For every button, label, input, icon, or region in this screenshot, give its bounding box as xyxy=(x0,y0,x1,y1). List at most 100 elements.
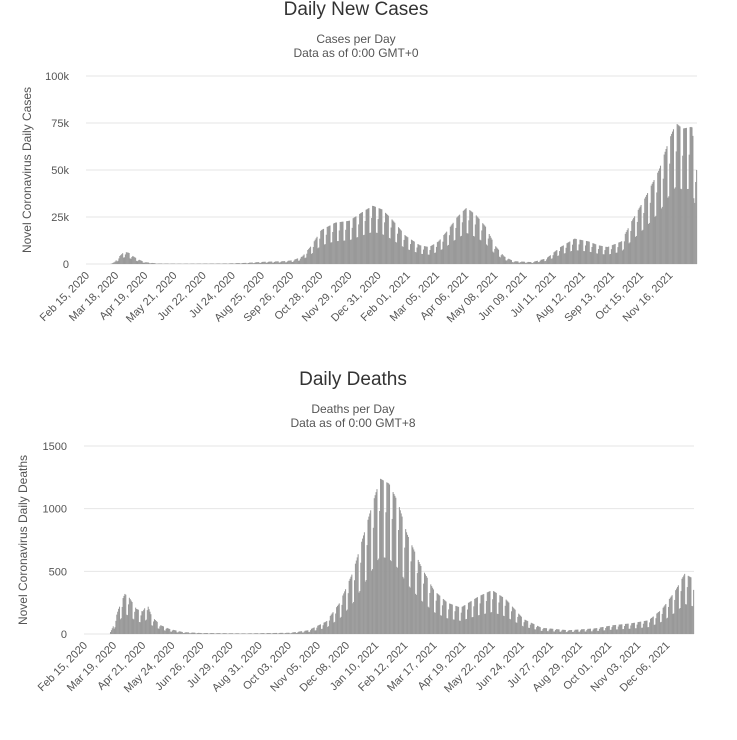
cases-bar xyxy=(544,261,545,264)
deaths-bar xyxy=(605,628,606,634)
deaths-bar xyxy=(391,561,392,634)
cases-bar xyxy=(277,261,278,264)
deaths-bar xyxy=(492,599,493,634)
cases-bar xyxy=(687,189,688,264)
deaths-bar xyxy=(663,608,664,634)
deaths-bar xyxy=(493,591,494,634)
cases-bar xyxy=(636,236,637,264)
cases-bar xyxy=(133,257,134,264)
deaths-bar xyxy=(480,603,481,634)
cases-bar xyxy=(402,246,403,264)
deaths-bar xyxy=(342,596,343,634)
cases-bar xyxy=(403,247,404,264)
deaths-bar xyxy=(293,632,294,634)
deaths-bar xyxy=(371,571,372,634)
cases-bar xyxy=(148,263,149,264)
deaths-bar xyxy=(191,633,192,634)
cases-bar xyxy=(454,240,455,264)
cases-bar xyxy=(425,246,426,264)
cases-bar xyxy=(330,243,331,264)
deaths-bar xyxy=(177,632,178,634)
cases-bar xyxy=(631,221,632,264)
deaths-bar xyxy=(584,629,585,634)
cases-bar xyxy=(643,213,644,264)
cases-bar xyxy=(478,218,479,264)
cases-bar xyxy=(235,263,236,264)
cases-bar xyxy=(441,249,442,264)
deaths-bar xyxy=(604,630,605,634)
cases-bar xyxy=(132,256,133,264)
cases-bar xyxy=(661,208,662,264)
cases-bar xyxy=(345,230,346,264)
cases-bar xyxy=(120,255,121,264)
deaths-bar xyxy=(247,633,248,634)
deaths-bar xyxy=(581,629,582,634)
cases-bar xyxy=(469,210,470,264)
deaths-bar xyxy=(194,633,195,634)
deaths-bar xyxy=(595,628,596,634)
cases-bar xyxy=(309,248,310,264)
cases-bar xyxy=(123,258,124,264)
cases-bar xyxy=(271,262,272,264)
cases-bar xyxy=(333,223,334,264)
cases-bar xyxy=(329,226,330,264)
cases-bar xyxy=(354,218,355,264)
cases-bar xyxy=(656,192,657,264)
cases-bar xyxy=(243,263,244,264)
cases-bar xyxy=(556,250,557,264)
cases-bar xyxy=(383,235,384,264)
cases-bar xyxy=(354,217,355,264)
deaths-bar xyxy=(684,574,685,634)
deaths-chart-subtitle-1: Deaths per Day xyxy=(311,402,394,416)
cases-bar xyxy=(640,207,641,264)
deaths-bar xyxy=(168,629,169,634)
cases-bar xyxy=(278,261,279,264)
deaths-bar xyxy=(153,621,154,634)
deaths-bar xyxy=(304,631,305,634)
cases-bars-group xyxy=(110,124,697,264)
cases-bar xyxy=(300,259,301,264)
cases-bar xyxy=(317,237,318,264)
deaths-bar xyxy=(565,630,566,634)
deaths-bar xyxy=(266,633,267,634)
deaths-bar xyxy=(611,627,612,634)
cases-bar xyxy=(524,262,525,264)
deaths-bar xyxy=(505,606,506,634)
deaths-bar xyxy=(398,530,399,634)
deaths-y-tick-label: 1000 xyxy=(43,504,67,516)
deaths-bar xyxy=(167,628,168,634)
deaths-bar xyxy=(327,627,328,634)
cases-bar xyxy=(696,170,697,264)
deaths-bar xyxy=(166,629,167,634)
deaths-bar xyxy=(352,603,353,634)
deaths-bar xyxy=(511,611,512,634)
cases-bar xyxy=(641,231,642,264)
deaths-bar xyxy=(202,634,203,635)
deaths-bar xyxy=(496,593,497,634)
deaths-bar xyxy=(491,612,492,634)
cases-bar xyxy=(273,263,274,264)
cases-bar xyxy=(470,211,471,264)
deaths-bar xyxy=(142,611,143,634)
cases-y-axis-label: Novel Coronavirus Daily Cases xyxy=(20,87,34,253)
deaths-bar xyxy=(200,633,201,634)
cases-bar xyxy=(355,216,356,264)
cases-bar xyxy=(428,255,429,264)
deaths-bar xyxy=(566,632,567,634)
deaths-bar xyxy=(615,625,616,634)
cases-bar xyxy=(119,256,120,264)
deaths-bar xyxy=(486,601,487,634)
deaths-bar xyxy=(223,633,224,634)
deaths-bar xyxy=(115,627,116,634)
deaths-bar xyxy=(237,633,238,634)
cases-bar xyxy=(237,263,238,264)
cases-bar xyxy=(461,236,462,264)
cases-bar xyxy=(585,245,586,264)
deaths-bar xyxy=(404,548,405,634)
deaths-bar xyxy=(184,633,185,634)
deaths-bar xyxy=(263,633,264,634)
deaths-bar xyxy=(624,626,625,634)
cases-bar xyxy=(239,263,240,264)
deaths-bar xyxy=(562,630,563,634)
deaths-bar xyxy=(603,627,604,634)
